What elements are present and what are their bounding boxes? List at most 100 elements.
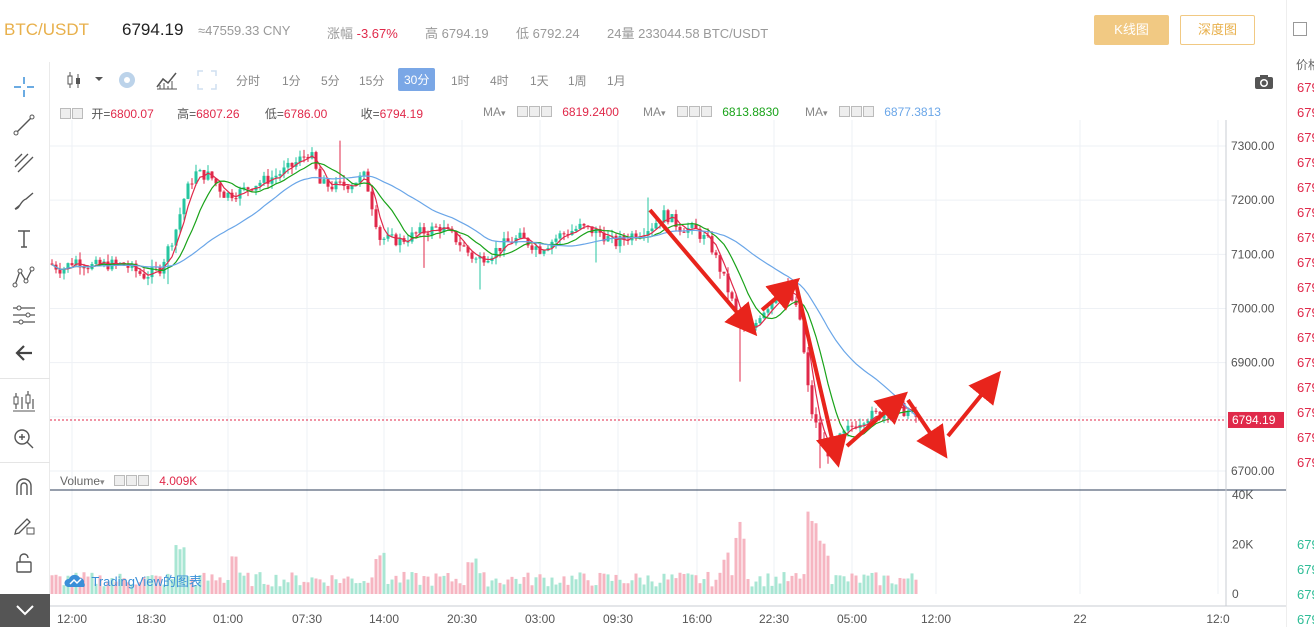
candle-body bbox=[338, 181, 342, 183]
interval-4[interactable]: 30分 bbox=[398, 68, 436, 91]
pattern-icon[interactable] bbox=[10, 264, 38, 290]
volume-bar bbox=[446, 573, 450, 594]
interval-8[interactable]: 1周 bbox=[568, 74, 587, 88]
fullscreen-icon[interactable] bbox=[196, 69, 218, 91]
ask-price-row[interactable]: 679 bbox=[1297, 155, 1314, 170]
volume-bar bbox=[710, 586, 714, 594]
chart-type-icon[interactable] bbox=[10, 388, 38, 414]
candle-body bbox=[398, 238, 402, 246]
text-icon[interactable] bbox=[10, 226, 38, 252]
close-icon[interactable] bbox=[862, 106, 874, 117]
volume-bar bbox=[334, 579, 338, 594]
depth-button[interactable]: 深度图 bbox=[1180, 15, 1255, 45]
unlock-icon[interactable] bbox=[10, 550, 38, 576]
gear-icon[interactable] bbox=[850, 106, 862, 117]
price-tick-label: 7100.00 bbox=[1231, 247, 1275, 261]
pair-name[interactable]: BTC/USDT bbox=[4, 20, 89, 39]
kline-button[interactable]: K线图 bbox=[1094, 15, 1169, 45]
ask-price-row[interactable]: 679 bbox=[1297, 255, 1314, 270]
brush-icon[interactable] bbox=[10, 188, 38, 214]
candlestick-icon[interactable] bbox=[64, 70, 84, 90]
bid-price-row[interactable]: 679 bbox=[1297, 587, 1314, 602]
interval-0[interactable]: 分时 bbox=[236, 74, 261, 88]
gear-icon[interactable] bbox=[116, 69, 138, 91]
ma1-legend: MA▾ 6819.2400 bbox=[483, 105, 619, 119]
candle-body bbox=[422, 227, 426, 234]
volume-label[interactable]: Volume bbox=[60, 474, 101, 488]
gear-icon[interactable] bbox=[125, 475, 137, 486]
eye-icon[interactable] bbox=[838, 106, 850, 117]
bid-price-row[interactable]: 679 bbox=[1297, 562, 1314, 577]
ask-price-row[interactable]: 679 bbox=[1297, 405, 1314, 420]
ask-price-row[interactable]: 679 bbox=[1297, 380, 1314, 395]
ask-price-row[interactable]: 679 bbox=[1297, 230, 1314, 245]
volume-bar bbox=[58, 576, 62, 594]
volume-bar bbox=[178, 549, 182, 594]
magnet-icon[interactable] bbox=[10, 474, 38, 500]
collapse-toolbar-button[interactable] bbox=[0, 594, 50, 627]
volume-bar bbox=[378, 555, 382, 594]
trendline-icon[interactable] bbox=[10, 112, 38, 138]
ask-price-row[interactable]: 679 bbox=[1297, 455, 1314, 470]
ma1-label[interactable]: MA bbox=[483, 105, 501, 119]
eye-icon[interactable] bbox=[516, 106, 528, 117]
ask-price-row[interactable]: 679 bbox=[1297, 105, 1314, 120]
fib-icon[interactable] bbox=[10, 150, 38, 176]
eye-icon[interactable] bbox=[113, 475, 125, 486]
ask-price-row[interactable]: 679 bbox=[1297, 80, 1314, 95]
candle-body bbox=[414, 232, 418, 234]
annotation-arrow bbox=[793, 279, 848, 468]
eye-icon[interactable] bbox=[676, 106, 688, 117]
ma1-line bbox=[51, 155, 917, 448]
ticker-bar: BTC/USDT 6794.19 ≈47559.33 CNY 涨幅 -3.67%… bbox=[0, 0, 1314, 62]
bid-price-row[interactable]: 679 bbox=[1297, 537, 1314, 552]
price-chart[interactable]: 7300.007200.007100.007000.006900.006800.… bbox=[50, 120, 1286, 627]
ask-price-row[interactable]: 679 bbox=[1297, 180, 1314, 195]
close-icon[interactable] bbox=[137, 475, 149, 486]
volume-bar bbox=[562, 576, 566, 594]
volume-bar bbox=[294, 575, 298, 594]
ask-price-row[interactable]: 679 bbox=[1297, 280, 1314, 295]
volume-bar bbox=[406, 579, 410, 594]
volume-bar bbox=[54, 574, 58, 594]
ma2-label[interactable]: MA bbox=[643, 105, 661, 119]
tradingview-watermark[interactable]: TradingView的图表 bbox=[64, 571, 202, 590]
interval-1[interactable]: 1分 bbox=[282, 74, 301, 88]
volume-bar bbox=[382, 552, 386, 594]
gear-icon[interactable] bbox=[528, 106, 540, 117]
camera-icon[interactable] bbox=[1254, 74, 1274, 90]
ask-price-row[interactable]: 679 bbox=[1297, 130, 1314, 145]
ask-price-row[interactable]: 679 bbox=[1297, 305, 1314, 320]
close-icon[interactable] bbox=[540, 106, 552, 117]
interval-3[interactable]: 15分 bbox=[359, 74, 385, 88]
interval-9[interactable]: 1月 bbox=[607, 74, 626, 88]
close-icon[interactable] bbox=[700, 106, 712, 117]
interval-2[interactable]: 5分 bbox=[321, 74, 340, 88]
volume-bar bbox=[238, 572, 242, 594]
gear-icon[interactable] bbox=[688, 106, 700, 117]
measure-icon[interactable] bbox=[10, 302, 38, 328]
interval-5[interactable]: 1时 bbox=[451, 74, 470, 88]
volume-bar bbox=[122, 578, 126, 594]
indicators-icon[interactable] bbox=[155, 69, 179, 91]
bid-price-row[interactable]: 679 bbox=[1297, 612, 1314, 627]
volume-bar bbox=[622, 583, 626, 594]
ask-price-row[interactable]: 679 bbox=[1297, 430, 1314, 445]
crosshair-icon[interactable] bbox=[10, 74, 38, 100]
chevron-down-icon[interactable] bbox=[94, 74, 104, 84]
back-arrow-icon[interactable] bbox=[10, 340, 38, 366]
volume-bar bbox=[338, 583, 342, 594]
vol-label: 24量 bbox=[607, 26, 635, 41]
gear-icon[interactable] bbox=[72, 108, 83, 119]
ask-price-row[interactable]: 679 bbox=[1297, 355, 1314, 370]
pencil-lock-icon[interactable] bbox=[10, 512, 38, 538]
eye-icon[interactable] bbox=[60, 108, 71, 119]
zoom-in-icon[interactable] bbox=[10, 426, 38, 452]
interval-6[interactable]: 4时 bbox=[490, 74, 509, 88]
volume-bar bbox=[358, 582, 362, 594]
interval-7[interactable]: 1天 bbox=[530, 74, 549, 88]
ma3-label[interactable]: MA bbox=[805, 105, 823, 119]
panel-toggle-icon[interactable] bbox=[1293, 22, 1307, 36]
ask-price-row[interactable]: 679 bbox=[1297, 205, 1314, 220]
ask-price-row[interactable]: 679 bbox=[1297, 330, 1314, 345]
